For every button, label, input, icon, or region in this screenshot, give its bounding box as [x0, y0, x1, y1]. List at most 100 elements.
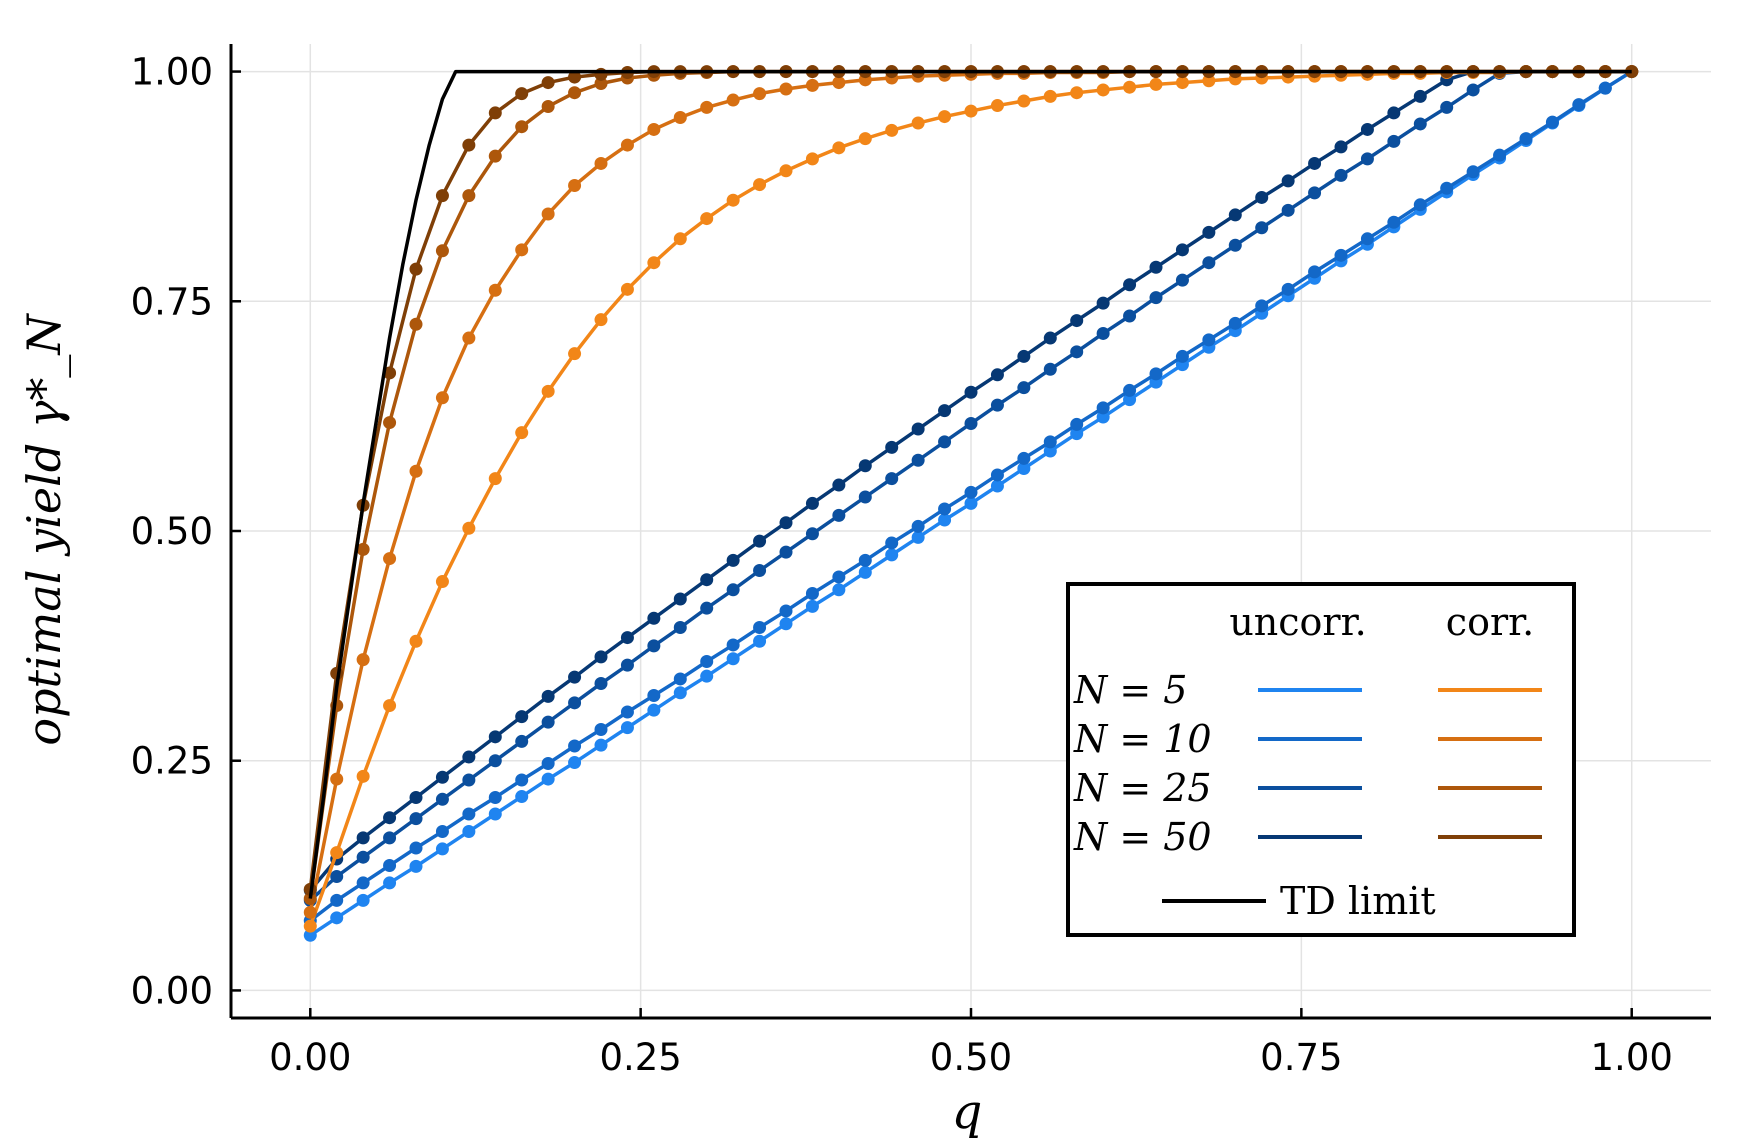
data-point: [568, 179, 582, 193]
data-point: [805, 496, 819, 510]
data-point: [1096, 326, 1110, 340]
data-point: [515, 243, 529, 257]
data-point: [620, 282, 634, 296]
data-point: [541, 756, 555, 770]
data-point: [753, 87, 767, 101]
data-point: [383, 416, 397, 430]
series-layer: [303, 65, 1639, 942]
data-point: [964, 416, 978, 430]
data-point: [726, 583, 740, 597]
data-point: [594, 77, 608, 91]
data-point: [805, 586, 819, 600]
data-point: [647, 639, 661, 653]
data-point: [1334, 248, 1348, 262]
x-tick-label: 0.75: [1260, 1036, 1342, 1079]
data-point: [383, 552, 397, 566]
data-point: [383, 831, 397, 845]
data-point: [964, 385, 978, 399]
data-point: [1387, 106, 1401, 120]
data-point: [885, 123, 899, 137]
data-point: [885, 440, 899, 454]
data-point: [435, 824, 449, 838]
y-axis-title: optimal yield γ*_N: [17, 313, 71, 746]
data-point: [779, 617, 793, 631]
data-point: [1228, 316, 1242, 330]
data-point: [488, 472, 502, 486]
data-point: [462, 773, 476, 787]
data-point: [620, 658, 634, 672]
data-point: [858, 459, 872, 473]
legend-label-n10: N = 10: [1073, 717, 1212, 761]
data-point: [647, 688, 661, 702]
data-point: [1043, 89, 1057, 103]
data-point: [1096, 83, 1110, 97]
data-point: [700, 100, 714, 114]
data-point: [1175, 76, 1189, 90]
data-point: [1387, 134, 1401, 148]
x-tick-label: 0.50: [930, 1036, 1012, 1079]
data-point: [330, 772, 344, 786]
data-point: [805, 78, 819, 92]
data-point: [541, 715, 555, 729]
data-point: [779, 82, 793, 96]
data-point: [832, 76, 846, 90]
data-point: [356, 893, 370, 907]
data-point: [805, 527, 819, 541]
legend-label-td-limit: TD limit: [1280, 879, 1436, 923]
data-point: [673, 592, 687, 606]
y-tick-label: 1.00: [131, 51, 213, 94]
data-point: [700, 573, 714, 587]
data-point: [1017, 451, 1031, 465]
data-point: [832, 508, 846, 522]
data-point: [911, 422, 925, 436]
data-point: [383, 858, 397, 872]
data-point: [858, 553, 872, 567]
data-point: [515, 87, 529, 101]
data-point: [938, 513, 952, 527]
data-point: [1123, 80, 1137, 94]
data-point: [1070, 427, 1084, 441]
data-point: [356, 850, 370, 864]
data-point: [1413, 198, 1427, 212]
data-point: [938, 110, 952, 124]
data-point: [409, 634, 423, 648]
data-point: [753, 564, 767, 578]
data-point: [1043, 444, 1057, 458]
data-point: [753, 620, 767, 634]
data-point: [356, 542, 370, 556]
data-point: [1413, 89, 1427, 103]
data-point: [303, 928, 317, 942]
data-point: [1360, 122, 1374, 136]
data-point: [462, 824, 476, 838]
data-point: [1017, 462, 1031, 476]
data-point: [330, 869, 344, 883]
data-point: [1308, 265, 1322, 279]
data-point: [964, 485, 978, 499]
data-point: [1202, 256, 1216, 270]
data-point: [911, 530, 925, 544]
data-point: [1308, 156, 1322, 170]
data-point: [1070, 86, 1084, 100]
data-point: [832, 583, 846, 597]
data-point: [541, 76, 555, 90]
x-ticks: 0.00 0.25 0.50 0.75 1.00: [269, 1008, 1673, 1079]
data-point: [356, 769, 370, 783]
data-point: [1149, 367, 1163, 381]
data-point: [1096, 401, 1110, 415]
data-point: [488, 149, 502, 163]
series-uncorr-n25: [303, 65, 1639, 907]
data-point: [620, 705, 634, 719]
data-point: [1281, 174, 1295, 188]
data-point: [515, 710, 529, 724]
data-point: [383, 699, 397, 713]
data-point: [1149, 77, 1163, 91]
data-point: [1202, 225, 1216, 239]
data-point: [726, 93, 740, 107]
data-point: [488, 807, 502, 821]
data-point: [462, 331, 476, 345]
data-point: [1413, 117, 1427, 131]
data-point: [1043, 331, 1057, 345]
data-point: [1466, 165, 1480, 179]
y-ticks: 0.00 0.25 0.50 0.75 1.00: [131, 51, 241, 1012]
data-point: [858, 565, 872, 579]
